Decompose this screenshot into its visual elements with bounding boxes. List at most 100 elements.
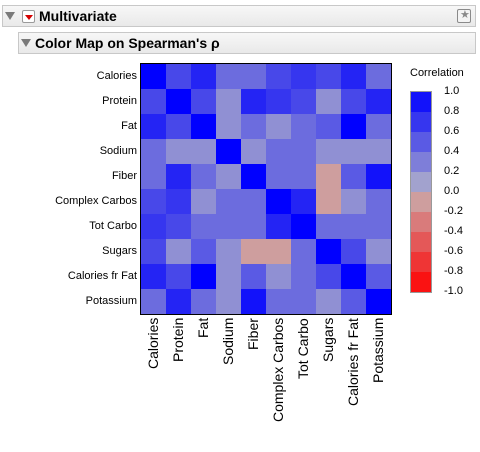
legend-title: Correlation (410, 67, 464, 79)
legend-swatch (411, 112, 431, 132)
outline-title: Multivariate (39, 8, 117, 24)
heatmap-cell (291, 239, 316, 264)
heatmap-cell (266, 214, 291, 239)
disclosure-triangle-icon[interactable] (21, 39, 31, 47)
heatmap-cell (266, 114, 291, 139)
heatmap-cell (216, 214, 241, 239)
heatmap-cell (366, 264, 391, 289)
legend-swatch (411, 232, 431, 252)
row-label: Sugars (102, 245, 137, 257)
heatmap-cell (341, 139, 366, 164)
heatmap-cell (366, 214, 391, 239)
heatmap-cell (341, 114, 366, 139)
heatmap-cell (266, 239, 291, 264)
legend-swatch (411, 272, 431, 292)
heatmap-cell (266, 164, 291, 189)
heatmap-cell (216, 239, 241, 264)
heatmap-cell (366, 164, 391, 189)
red-triangle-menu-icon[interactable] (22, 10, 35, 23)
heatmap-cell (291, 289, 316, 314)
heatmap-cell (166, 264, 191, 289)
heatmap-cell (316, 114, 341, 139)
heatmap-cell (191, 89, 216, 114)
heatmap-cell (191, 289, 216, 314)
heatmap-cell (216, 89, 241, 114)
heatmap-cell (241, 214, 266, 239)
heatmap-cell (216, 164, 241, 189)
legend-tick-label: -0.4 (444, 225, 463, 237)
legend-tick-label: -0.6 (444, 245, 463, 257)
pin-icon[interactable] (457, 8, 471, 23)
legend-tick-label: 0.4 (444, 145, 460, 157)
heatmap-cell (241, 189, 266, 214)
heatmap-cell (316, 289, 341, 314)
heatmap-cell (266, 64, 291, 89)
heatmap-cell (141, 164, 166, 189)
heatmap-cell (241, 239, 266, 264)
heatmap-cell (166, 289, 191, 314)
heatmap-cell (241, 89, 266, 114)
outline-subtitle: Color Map on Spearman's ρ (35, 35, 220, 51)
heatmap-cell (366, 64, 391, 89)
heatmap-cell (216, 289, 241, 314)
heatmap-cell (166, 114, 191, 139)
heatmap-cell (316, 189, 341, 214)
heatmap-cell (316, 164, 341, 189)
disclosure-triangle-icon[interactable] (5, 12, 15, 20)
row-label: Fiber (111, 170, 137, 182)
heatmap-cell (141, 264, 166, 289)
legend-tick-label: 0.8 (444, 105, 460, 117)
heatmap-cell (166, 214, 191, 239)
legend-swatch (411, 252, 431, 272)
row-label: Complex Carbos (55, 195, 137, 207)
heatmap-cell (191, 214, 216, 239)
heatmap-cell (191, 114, 216, 139)
legend-tick-label: 0.2 (444, 165, 460, 177)
row-label: Calories (96, 70, 137, 82)
heatmap-cell (341, 189, 366, 214)
heatmap-cell (316, 214, 341, 239)
column-label: Tot Carbo (295, 318, 311, 379)
heatmap-cell (241, 264, 266, 289)
heatmap-cell (141, 189, 166, 214)
correlation-heatmap (140, 63, 392, 315)
heatmap-cell (241, 114, 266, 139)
heatmap-cell (216, 139, 241, 164)
multivariate-outline-header[interactable]: Multivariate (2, 5, 476, 27)
heatmap-cell (266, 139, 291, 164)
heatmap-cell (341, 89, 366, 114)
color-map-outline-header[interactable]: Color Map on Spearman's ρ (18, 32, 476, 54)
heatmap-cell (341, 214, 366, 239)
heatmap-cell (141, 139, 166, 164)
column-label: Calories fr Fat (345, 318, 361, 406)
heatmap-cell (216, 189, 241, 214)
heatmap-cell (166, 139, 191, 164)
heatmap-cell (266, 289, 291, 314)
heatmap-cell (291, 189, 316, 214)
heatmap-cell (191, 189, 216, 214)
heatmap-cell (341, 289, 366, 314)
heatmap-cell (316, 89, 341, 114)
heatmap-cell (341, 64, 366, 89)
heatmap-cell (291, 114, 316, 139)
heatmap-cell (141, 89, 166, 114)
heatmap-cell (291, 64, 316, 89)
heatmap-cell (166, 64, 191, 89)
legend-tick-label: 0.6 (444, 125, 460, 137)
column-label: Fiber (245, 318, 261, 350)
heatmap-cell (141, 239, 166, 264)
heatmap-cell (241, 64, 266, 89)
heatmap-cell (291, 214, 316, 239)
heatmap-cell (141, 114, 166, 139)
heatmap-cell (366, 114, 391, 139)
heatmap-cell (241, 139, 266, 164)
column-label: Complex Carbos (270, 318, 286, 423)
heatmap-cell (191, 139, 216, 164)
legend-swatch (411, 192, 431, 212)
heatmap-cell (366, 139, 391, 164)
column-label: Calories (145, 318, 161, 370)
heatmap-cell (166, 239, 191, 264)
row-label: Calories fr Fat (67, 270, 137, 282)
column-label: Potassium (370, 318, 386, 384)
heatmap-cell (191, 64, 216, 89)
